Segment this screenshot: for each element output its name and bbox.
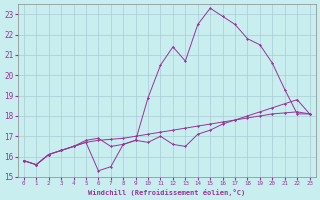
X-axis label: Windchill (Refroidissement éolien,°C): Windchill (Refroidissement éolien,°C)	[88, 189, 245, 196]
